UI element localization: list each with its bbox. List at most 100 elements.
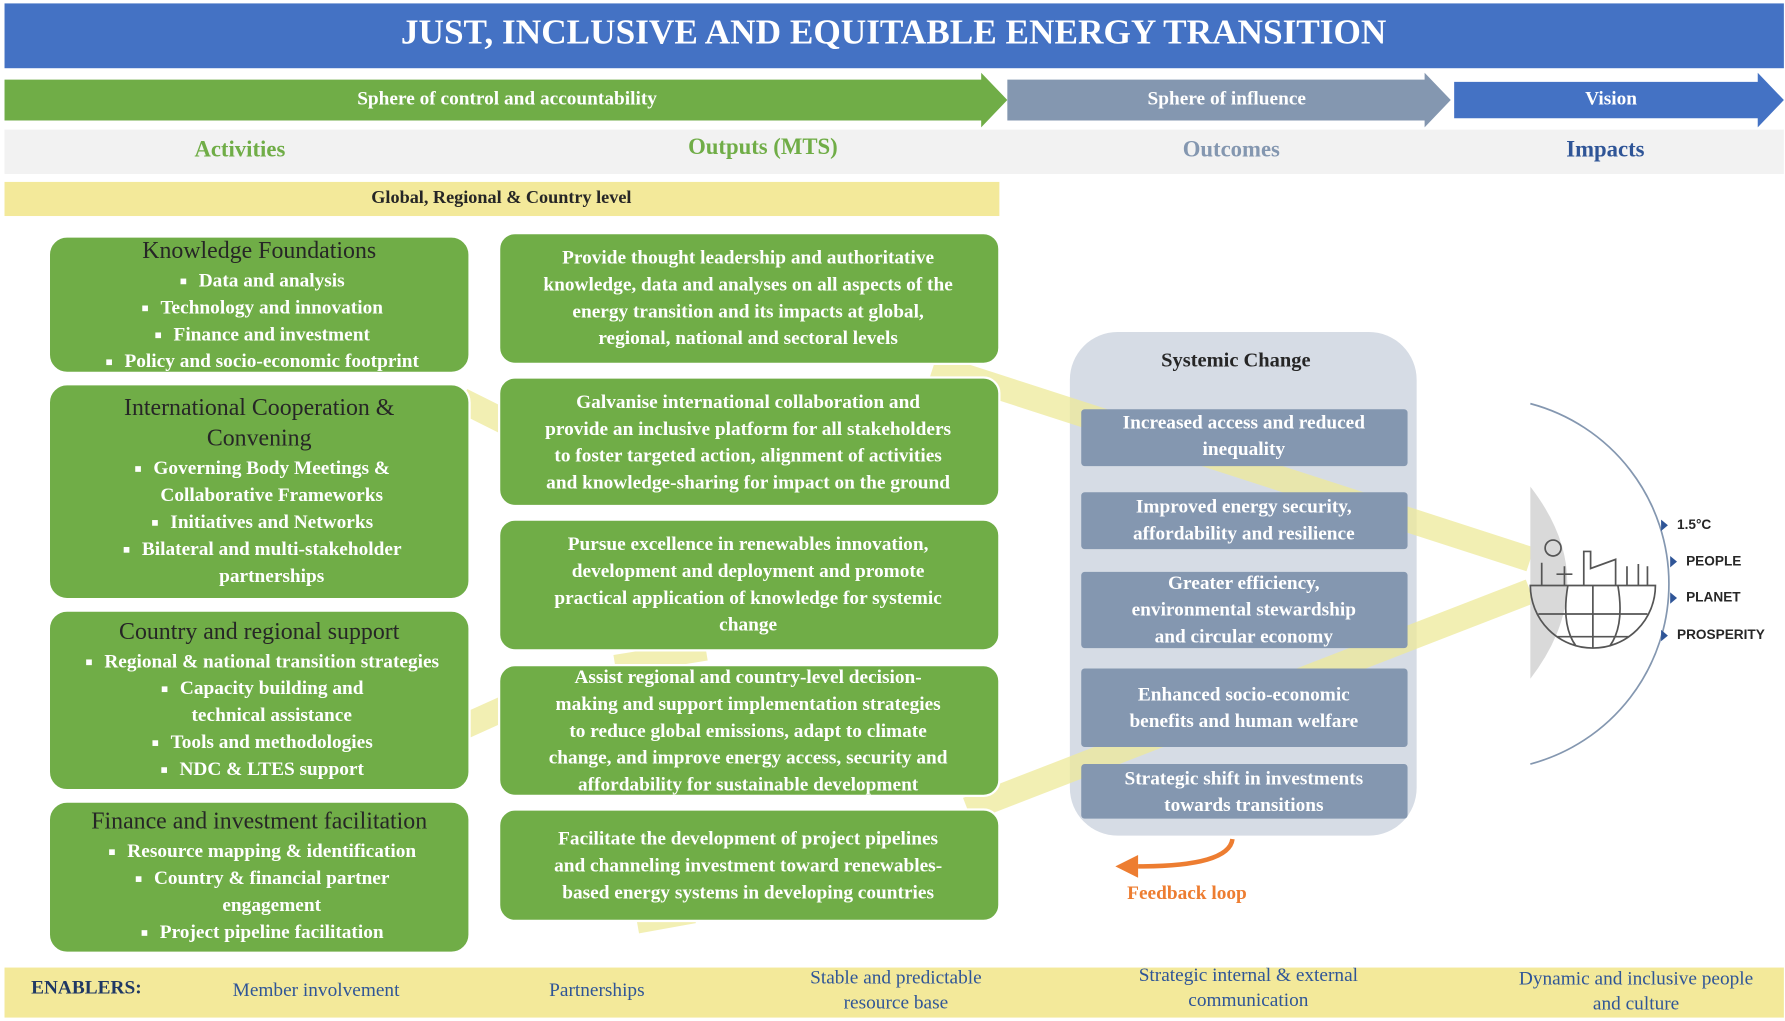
- output-text: Pursue excellence in renewables innovati…: [568, 534, 929, 555]
- feedback-arrowhead: [1115, 855, 1139, 878]
- activity-item: Governing Body Meetings &: [153, 458, 390, 479]
- arrow: [1007, 72, 1451, 128]
- enabler-text: and culture: [1593, 994, 1679, 1015]
- output-box: [497, 231, 1001, 365]
- outcome-text: towards transitions: [1164, 795, 1324, 816]
- output-text: energy transition and its impacts at glo…: [572, 301, 924, 322]
- output-text: Facilitate the development of project pi…: [558, 829, 938, 850]
- output-text: change: [719, 615, 777, 636]
- activity-item: partnerships: [219, 566, 325, 587]
- feedback-arrow: [1138, 838, 1235, 869]
- activity-item: Technology and innovation: [160, 297, 383, 318]
- outcome-text: Greater efficiency,: [1168, 573, 1320, 594]
- output-box: [497, 808, 1001, 923]
- activity-item: Tools and methodologies: [171, 732, 374, 753]
- arrow-label: Vision: [1585, 88, 1637, 109]
- impact-label: PLANET: [1686, 590, 1741, 605]
- output-text: development and deployment and promote: [572, 561, 925, 582]
- outcome-box: [1081, 668, 1408, 747]
- city-icon: [1540, 550, 1617, 586]
- output-text: and channeling investment toward renewab…: [554, 855, 942, 876]
- flow-band: [613, 640, 708, 676]
- output-text: Galvanise international collaboration an…: [576, 392, 920, 413]
- arrow-label: Sphere of influence: [1148, 88, 1307, 109]
- outcome-box: [1081, 409, 1408, 467]
- title-bar: [4, 3, 1784, 69]
- outcome-text: inequality: [1203, 439, 1286, 460]
- activity-item: Finance and investment: [174, 324, 371, 345]
- activity-title: Country and regional support: [119, 619, 400, 645]
- globe: [1529, 539, 1657, 649]
- output-text: regional, national and sectoral levels: [598, 328, 898, 349]
- outcome-box: [1081, 492, 1408, 550]
- outcome-text: environmental stewardship: [1132, 600, 1356, 621]
- outcome-box: [1081, 571, 1408, 649]
- bullet: [109, 849, 115, 856]
- output-text: and knowledge-sharing for impact on the …: [546, 473, 950, 494]
- enablers-bar: [4, 967, 1784, 1018]
- bullet: [155, 332, 162, 339]
- output-text: based energy systems in developing count…: [562, 882, 934, 903]
- activity-item: technical assistance: [192, 705, 353, 726]
- activity-title: Knowledge Foundations: [142, 238, 376, 264]
- impact-label: 1.5°C: [1677, 517, 1711, 532]
- activity-box: [47, 383, 471, 601]
- output-text: Provide thought leadership and authorita…: [562, 248, 934, 269]
- output-box: [497, 518, 1001, 652]
- activity-item: Bilateral and multi-stakeholder: [142, 539, 402, 560]
- impact-arc: [1530, 402, 1670, 765]
- output-box: [497, 663, 1001, 798]
- activity-item: Initiatives and Networks: [170, 512, 373, 533]
- bullet: [86, 659, 92, 666]
- header-band: [4, 129, 1784, 174]
- bullet: [106, 359, 112, 366]
- impact-label: PROSPERITY: [1677, 627, 1765, 642]
- enabler-text: Strategic internal & external: [1139, 965, 1358, 986]
- globe-grid: [1538, 585, 1648, 649]
- bullet: [135, 876, 142, 882]
- output-text: to foster targeted action, alignment of …: [554, 446, 942, 467]
- outcome-text: affordability and resilience: [1133, 523, 1355, 544]
- activity-item: Policy and socio-economic footprint: [124, 351, 419, 372]
- enabler-text: communication: [1188, 990, 1308, 1011]
- title: JUST, INCLUSIVE AND EQUITABLE ENERGY TRA…: [401, 12, 1387, 51]
- activity-item: Country & financial partner: [154, 868, 390, 889]
- outcome-text: Enhanced socio-economic: [1138, 684, 1350, 705]
- outcome-text: Strategic shift in investments: [1124, 768, 1363, 789]
- enabler-text: Partnerships: [549, 980, 644, 1001]
- activity-item: NDC & LTES support: [180, 759, 365, 780]
- output-text: affordability for sustainable developmen…: [578, 775, 919, 796]
- arrow: [1454, 72, 1784, 128]
- output-text: practical application of knowledge for s…: [554, 588, 942, 609]
- feedback-label: Feedback loop: [1127, 883, 1247, 904]
- bullet: [135, 466, 141, 472]
- arrow: [4, 72, 1008, 128]
- activity-box: [47, 235, 471, 375]
- bullet: [142, 305, 148, 312]
- activity-title: Finance and investment facilitation: [91, 809, 427, 835]
- output-text: knowledge, data and analyses on all aspe…: [543, 274, 953, 295]
- output-text: provide an inclusive platform for all st…: [545, 419, 951, 440]
- sun-icon: [1544, 539, 1562, 557]
- column-header: Outcomes: [1183, 136, 1280, 161]
- activity-item: Data and analysis: [199, 270, 345, 291]
- output-text: change, and improve energy access, secur…: [549, 748, 948, 769]
- output-text: Assist regional and country-level decisi…: [574, 667, 921, 688]
- bullet: [152, 520, 158, 526]
- activity-item: Collaborative Frameworks: [160, 485, 383, 506]
- activity-item: Project pipeline facilitation: [160, 922, 384, 943]
- impact-marker: [1670, 592, 1678, 604]
- bullet: [161, 686, 168, 693]
- globe-shadow: [1530, 486, 1568, 679]
- output-text: making and support implementation strate…: [556, 694, 942, 715]
- bullet: [141, 930, 148, 936]
- outcome-text: Improved energy security,: [1136, 497, 1352, 518]
- activity-title: International Cooperation &: [124, 395, 395, 421]
- enabler-text: Stable and predictable: [810, 967, 982, 988]
- outcome-text: and circular economy: [1155, 626, 1334, 647]
- bullet: [152, 740, 159, 746]
- outcome-text: benefits and human welfare: [1129, 711, 1358, 732]
- activity-box: [47, 800, 471, 954]
